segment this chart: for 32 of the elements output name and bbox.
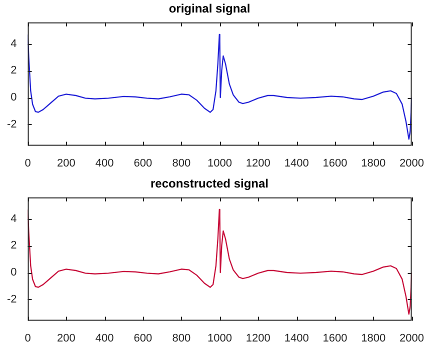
chart-title: original signal: [168, 2, 250, 16]
x-tick-label: 1000: [208, 157, 232, 170]
x-tick-label: 1400: [284, 332, 309, 344]
y-tick-label: 2: [10, 64, 17, 77]
x-tick-label: 200: [57, 157, 76, 170]
x-tick-label: 1000: [208, 332, 232, 344]
x-tick-label: 1600: [322, 332, 348, 344]
x-tick-label: 1800: [361, 157, 386, 170]
x-tick-label: 2000: [400, 157, 424, 170]
x-tick-label: 2000: [400, 332, 424, 344]
y-tick-label: 0: [10, 92, 17, 104]
x-tick-label: 400: [95, 157, 114, 170]
x-tick-label: 1200: [246, 332, 270, 344]
x-tick-label: 1600: [322, 157, 348, 170]
chart-title: reconstructed signal: [150, 176, 269, 191]
x-tick-label: 0: [24, 332, 31, 344]
x-tick-label: 1200: [246, 157, 270, 170]
x-tick-label: 1400: [284, 157, 309, 170]
y-tick-label: -2: [7, 293, 17, 306]
y-tick-label: 4: [10, 38, 17, 50]
y-tick-label: -2: [7, 118, 17, 130]
x-tick-label: 800: [172, 332, 191, 344]
x-tick-label: 0: [24, 157, 31, 170]
x-tick-label: 800: [172, 157, 191, 170]
x-tick-label: 600: [134, 332, 152, 344]
x-tick-label: 400: [95, 332, 114, 344]
y-tick-label: 0: [10, 266, 17, 279]
x-tick-label: 1800: [361, 332, 386, 344]
x-tick-label: 200: [57, 332, 76, 344]
y-tick-label: 2: [10, 240, 17, 252]
x-tick-label: 600: [134, 157, 152, 170]
y-tick-label: 4: [10, 212, 17, 225]
